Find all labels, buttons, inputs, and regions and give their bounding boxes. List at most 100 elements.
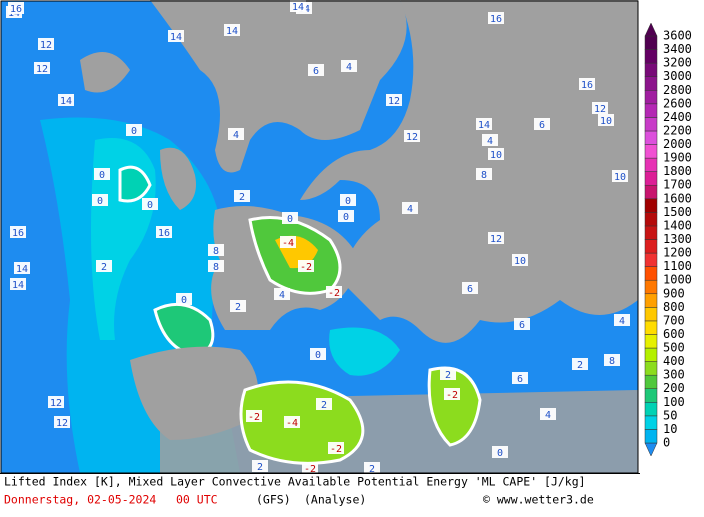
contour-label: 16 [12,228,24,239]
legend-label: 1500 [663,205,692,219]
legend-swatch [644,157,658,172]
legend-label: 1900 [663,151,692,165]
legend-swatch [644,103,658,118]
contour-label-box [126,124,142,136]
contour-label-box [282,212,298,224]
contour-label-box [534,118,550,130]
contour-label: 8 [609,356,615,367]
legend-swatch [644,171,658,186]
contour-label: 16 [581,80,593,91]
contour-label: 6 [467,284,473,295]
contour-label: 0 [287,214,293,225]
contour-label: 8 [481,170,487,181]
land-island [80,52,130,93]
contour-label: 0 [181,295,187,306]
contour-label: -4 [286,418,298,429]
contour-label-box [316,398,332,410]
contour-label: 2 [321,400,327,411]
contour-label: 14 [478,120,490,131]
contour-label-box [10,226,26,238]
contour-label-box [340,194,356,206]
run: (Analyse) [304,493,366,507]
contour-label: 2 [257,462,263,473]
contour-label: 10 [490,150,502,161]
contour-label: 0 [315,350,321,361]
legend-swatch [644,225,658,240]
contour-label-box [341,60,357,72]
credit: © www.wetter3.de [483,493,594,507]
contour-label-box [604,354,620,366]
date: Donnerstag, 02-05-2024 [4,493,156,507]
contour-label: 10 [600,116,612,127]
land-africa [160,390,638,473]
legend-arrow-top [644,22,658,37]
legend-label: 400 [663,354,685,368]
legend-swatch [644,429,658,444]
contour-label-box [444,388,460,400]
legend-swatch [644,266,658,281]
contour-label-box [230,300,246,312]
legend-label: 1700 [663,178,692,192]
contour-label: 10 [614,172,626,183]
color-legend: 0105010020030040050060070080090010001100… [644,22,692,457]
legend-label: 1300 [663,232,692,246]
contour-label-box [246,410,262,422]
legend-swatch [644,293,658,308]
legend-label: 300 [663,368,685,382]
legend-label: 2200 [663,123,692,137]
contour-label: 2 [577,360,583,371]
legend-swatch [644,279,658,295]
contour-label: 12 [50,398,62,409]
contour-label: 0 [131,126,137,137]
contour-label: 2 [239,192,245,203]
contour-label: 4 [346,62,352,73]
legend-swatch [644,239,658,254]
contour-label-box [176,293,192,305]
legend-swatch [644,334,658,349]
legend-label: 1200 [663,246,692,260]
model: (GFS) [256,493,291,507]
contour-label: 8 [213,246,219,257]
legend-swatch [644,49,658,64]
contour-label: 4 [619,316,625,327]
legend-label: 1800 [663,164,692,178]
contour-label-box [92,194,108,206]
contour-label-box [96,260,112,272]
legend-swatch [644,307,658,322]
contour-label-box [252,460,268,472]
contour-label: 14 [60,96,72,107]
legend-swatch [644,144,658,159]
contour-label-box [274,288,290,300]
contour-label-box [34,62,50,74]
contour-label: 12 [56,418,68,429]
contour-label-box [488,148,504,160]
contour-label: 14 [292,2,304,13]
contour-label-box [54,416,70,428]
legend-label: 3200 [663,56,692,70]
legend-label: 900 [663,286,685,300]
contour-label-box [598,114,614,126]
land-britain [160,147,196,210]
legend-swatch [644,361,658,376]
contour-label: 2 [101,262,107,273]
legend-label: 2000 [663,137,692,151]
legend-label: 50 [663,408,677,422]
land-scandinavia [150,0,407,173]
contour-label: 4 [233,130,239,141]
contour-label: 0 [97,196,103,207]
contour-label: 10 [514,256,526,267]
contour-label-box [488,232,504,244]
contour-label-box [402,202,418,214]
contour-label-box [14,262,30,274]
contour-label-box [228,128,244,140]
contour-label-box [614,314,630,326]
contour-label: -2 [304,464,316,475]
contour-label: -4 [282,238,294,249]
contour-label-box [208,260,224,272]
legend-label: 100 [663,395,685,409]
contour-label: -2 [446,390,458,401]
contour-label: -2 [248,412,260,423]
contour-label-box [579,78,595,90]
contour-label: 12 [388,96,400,107]
